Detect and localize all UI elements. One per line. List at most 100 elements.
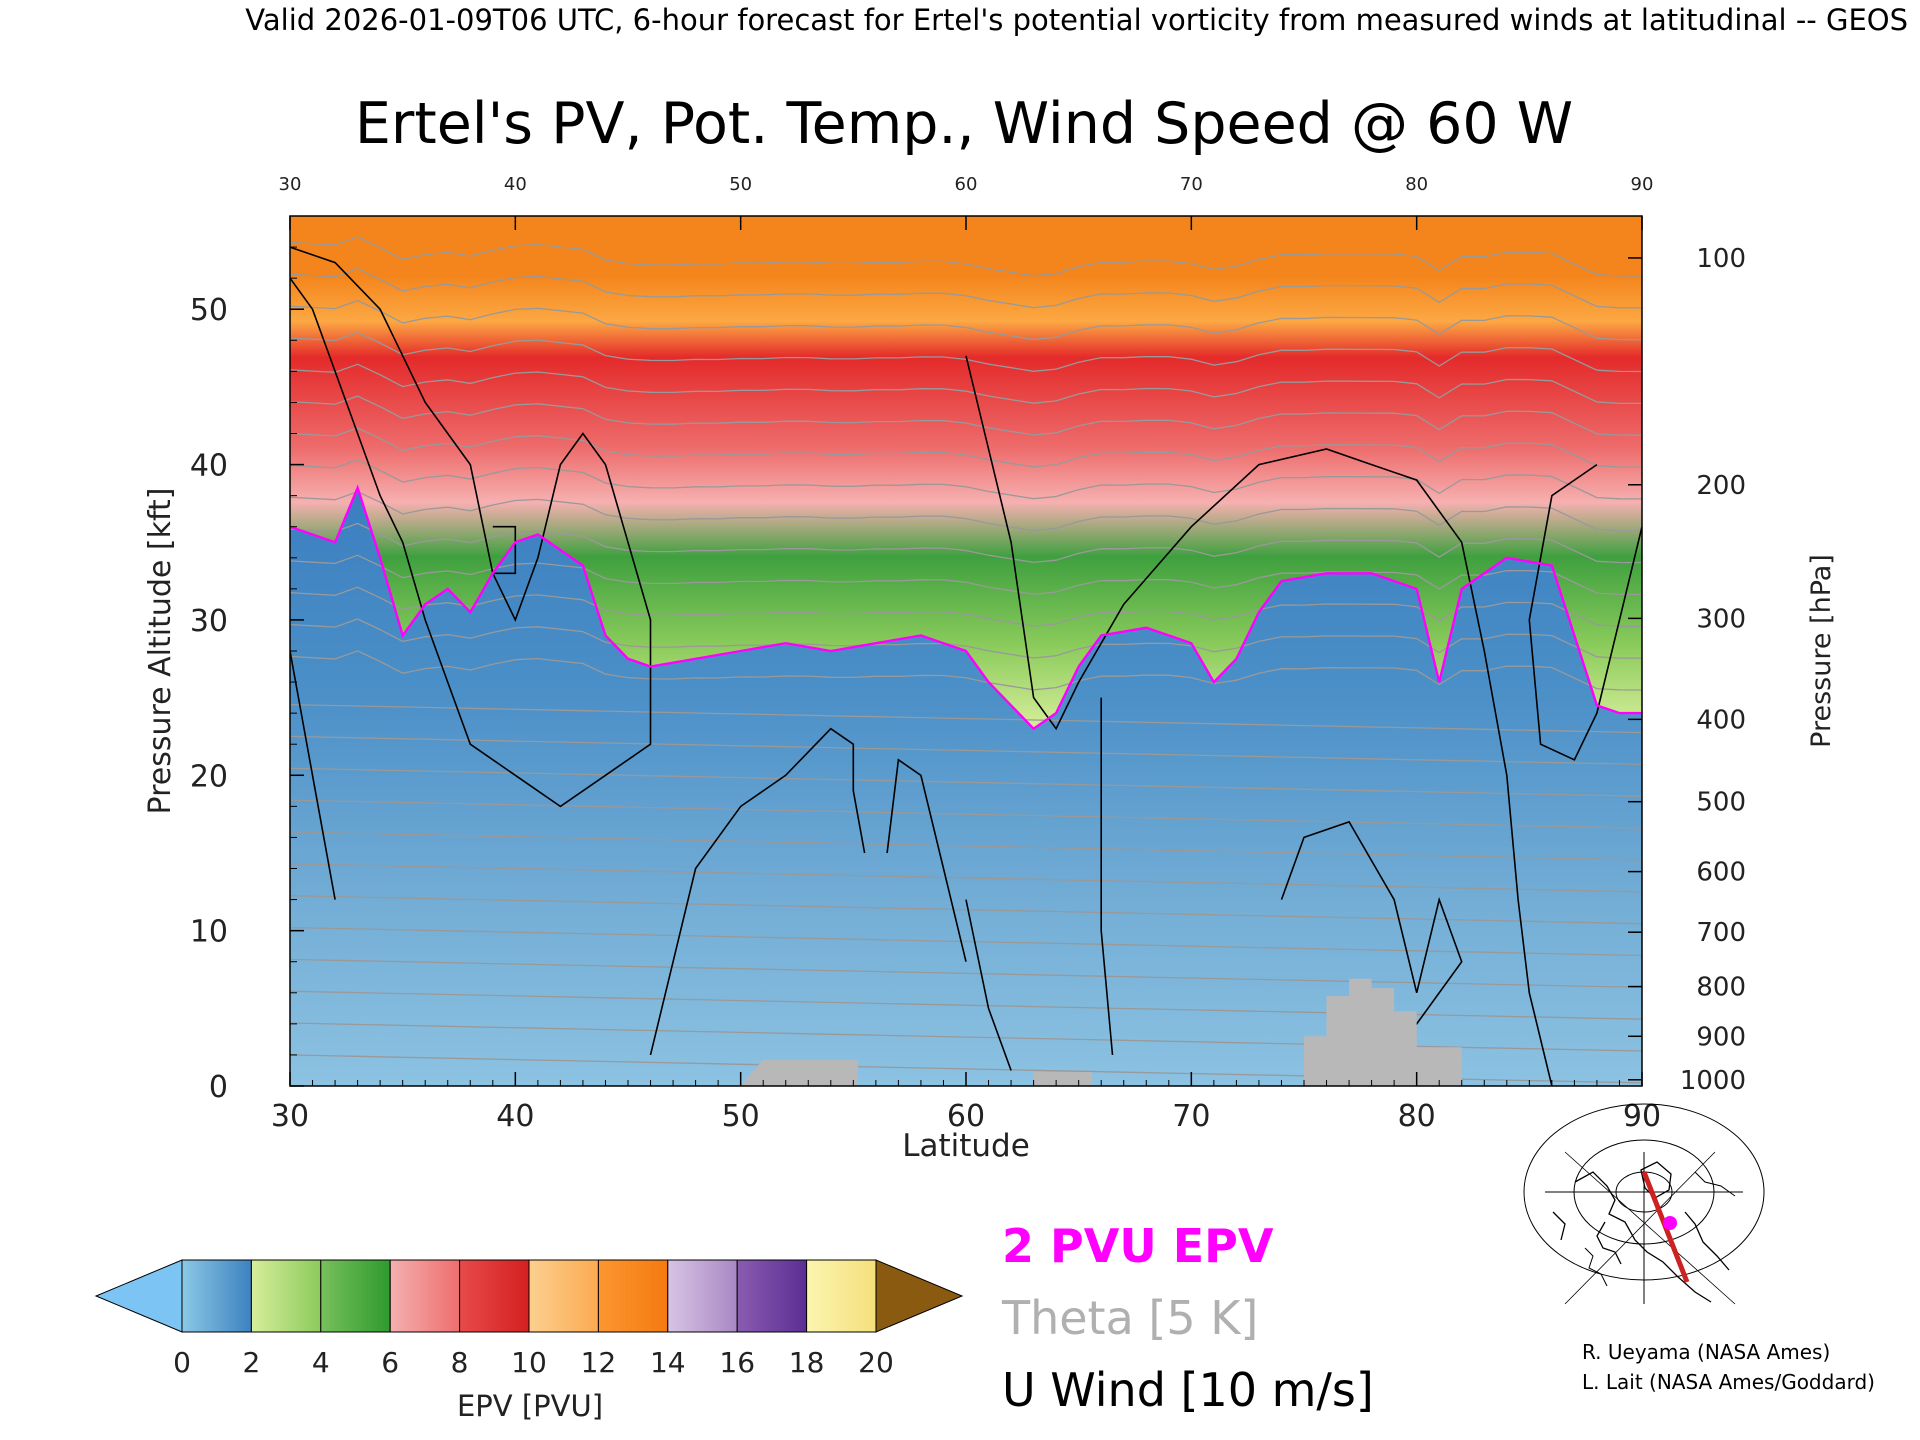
y-axis-label: Pressure Altitude [kft] bbox=[143, 488, 178, 815]
x-tick-label: 80 bbox=[1398, 1099, 1436, 1134]
y-tick-label: 20 bbox=[190, 759, 228, 794]
theta-contour bbox=[290, 863, 1642, 893]
x-tick-label: 50 bbox=[722, 1099, 760, 1134]
colorbar-segment bbox=[806, 1259, 877, 1333]
colorbar-tick-label: 14 bbox=[650, 1346, 686, 1379]
colorbar-label: EPV [PVU] bbox=[457, 1389, 603, 1423]
u-wind-contour bbox=[649, 727, 866, 1056]
colorbar-tick-label: 8 bbox=[451, 1346, 469, 1379]
colorbar-tick-label: 20 bbox=[858, 1346, 894, 1379]
terrain-mask bbox=[740, 978, 1462, 1086]
theta-contour bbox=[290, 767, 1642, 797]
colorbar-segment bbox=[736, 1259, 808, 1333]
pressure-tick-label: 200 bbox=[1696, 471, 1746, 501]
valid-time-header: Valid 2026-01-09T06 UTC, 6-hour forecast… bbox=[245, 3, 1908, 37]
colorbar-tick-label: 4 bbox=[312, 1346, 330, 1379]
x-tick-top-label: 70 bbox=[1180, 174, 1203, 195]
colorbar-segment bbox=[181, 1259, 252, 1333]
colorbar-tick-label: 12 bbox=[581, 1346, 617, 1379]
colorbar-segment bbox=[250, 1259, 322, 1333]
colorbar-segment bbox=[667, 1259, 738, 1333]
u-wind-contour bbox=[290, 246, 652, 808]
theta-contour bbox=[290, 703, 1642, 734]
x-tick-label: 30 bbox=[271, 1099, 309, 1134]
legend-theta: Theta [5 K] bbox=[1001, 1291, 1258, 1345]
theta-contour bbox=[290, 395, 1642, 436]
legend-u-wind: U Wind [10 m/s] bbox=[1002, 1363, 1374, 1417]
y-tick-label: 10 bbox=[190, 915, 228, 950]
theta-contour bbox=[290, 331, 1642, 373]
north-polar-map-icon bbox=[1523, 1103, 1765, 1305]
x-axis-label: Latitude bbox=[902, 1128, 1030, 1164]
theta-contour bbox=[290, 735, 1642, 766]
theta-contour bbox=[290, 958, 1642, 988]
theta-contour bbox=[290, 490, 1642, 532]
y-axis-left: 0 10 20 30 40 50 bbox=[190, 246, 304, 1105]
theta-contour bbox=[290, 363, 1642, 405]
theta-contour bbox=[290, 236, 1642, 277]
x-tick-top-label: 90 bbox=[1631, 174, 1654, 195]
y-tick-label: 30 bbox=[190, 604, 228, 639]
u-wind-contour bbox=[492, 525, 517, 575]
colorbar: 0 2 4 6 8 10 12 14 16 18 20 bbox=[94, 1259, 964, 1379]
x-tick-label: 70 bbox=[1172, 1099, 1210, 1134]
legend: 2 PVU EPV Theta [5 K] U Wind [10 m/s] bbox=[1001, 1219, 1374, 1417]
colorbar-tick-label: 18 bbox=[789, 1346, 825, 1379]
theta-contour bbox=[290, 799, 1642, 829]
theta-contour bbox=[290, 267, 1642, 309]
x-tick-top-label: 50 bbox=[729, 174, 752, 195]
colorbar-tick-label: 0 bbox=[173, 1346, 191, 1379]
pressure-axis-label: Pressure [hPa] bbox=[1806, 554, 1837, 748]
colorbar-tick-label: 6 bbox=[381, 1346, 399, 1379]
u-wind-contour bbox=[1280, 820, 1463, 1056]
colorbar-tick-label: 2 bbox=[242, 1346, 260, 1379]
u-wind-contour bbox=[1100, 697, 1114, 1055]
x-axis-top: 30 40 50 60 70 80 90 bbox=[279, 174, 1654, 230]
chart-title: Ertel's PV, Pot. Temp., Wind Speed @ 60 … bbox=[355, 91, 1573, 157]
y-tick-label: 40 bbox=[190, 449, 228, 484]
colorbar-tick-label: 10 bbox=[511, 1346, 547, 1379]
pressure-axis-right: 100 200 300 400 500 600 700 800 900 1000 bbox=[1628, 244, 1746, 1096]
plot-area bbox=[290, 216, 1642, 1086]
pressure-tick-label: 700 bbox=[1696, 918, 1746, 948]
stratosphere-fill bbox=[290, 276, 1642, 729]
theta-contour bbox=[290, 586, 1642, 627]
x-tick-top-label: 60 bbox=[955, 174, 978, 195]
colorbar-segment bbox=[597, 1259, 669, 1333]
x-tick-top-label: 40 bbox=[504, 174, 527, 195]
theta-contour bbox=[290, 618, 1642, 659]
u-wind-contour bbox=[290, 650, 336, 900]
colorbar-under-arrow bbox=[94, 1259, 183, 1333]
y-tick-label: 50 bbox=[190, 293, 228, 328]
pressure-tick-label: 100 bbox=[1696, 244, 1746, 274]
theta-contour bbox=[290, 299, 1642, 341]
theta-contour bbox=[290, 926, 1642, 957]
theta-contour bbox=[290, 650, 1642, 691]
y-tick-label: 0 bbox=[209, 1070, 228, 1105]
pressure-tick-label: 1000 bbox=[1680, 1066, 1746, 1096]
legend-2pvu-epv: 2 PVU EPV bbox=[1002, 1219, 1274, 1273]
theta-contour bbox=[290, 427, 1642, 468]
u-wind-contour bbox=[886, 758, 967, 962]
colorbar-segment bbox=[459, 1259, 530, 1333]
path-marker bbox=[1663, 1216, 1677, 1230]
colorbar-segment bbox=[320, 1259, 391, 1333]
colorbar-segment bbox=[389, 1259, 461, 1333]
tropopause-2pvu-line bbox=[290, 484, 1642, 731]
pressure-tick-label: 500 bbox=[1696, 788, 1746, 818]
u-wind-contour bbox=[965, 899, 1012, 1071]
pressure-tick-label: 300 bbox=[1696, 604, 1746, 634]
pressure-tick-label: 600 bbox=[1696, 858, 1746, 888]
colorbar-segment bbox=[528, 1259, 599, 1333]
credit-line-1: R. Ueyama (NASA Ames) bbox=[1582, 1340, 1830, 1364]
x-tick-label: 40 bbox=[496, 1099, 534, 1134]
u-wind-contour bbox=[1528, 463, 1642, 761]
x-tick-label: 60 bbox=[947, 1099, 985, 1134]
pressure-tick-label: 800 bbox=[1696, 973, 1746, 1003]
pressure-tick-label: 400 bbox=[1696, 705, 1746, 735]
pressure-tick-label: 900 bbox=[1696, 1022, 1746, 1052]
x-tick-top-label: 30 bbox=[279, 174, 302, 195]
colorbar-over-arrow bbox=[875, 1259, 964, 1333]
colorbar-tick-label: 16 bbox=[719, 1346, 755, 1379]
